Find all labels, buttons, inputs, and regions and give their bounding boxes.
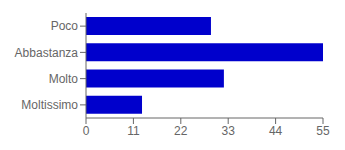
svg-text:0: 0 <box>83 124 90 138</box>
svg-text:33: 33 <box>222 124 236 138</box>
svg-text:Molto: Molto <box>49 72 79 86</box>
svg-text:44: 44 <box>269 124 283 138</box>
svg-text:22: 22 <box>174 124 188 138</box>
svg-text:55: 55 <box>316 124 330 138</box>
svg-text:Poco: Poco <box>51 19 79 33</box>
svg-text:Abbastanza: Abbastanza <box>15 46 79 60</box>
svg-text:Moltissimo: Moltissimo <box>21 98 78 112</box>
svg-text:11: 11 <box>127 124 140 138</box>
